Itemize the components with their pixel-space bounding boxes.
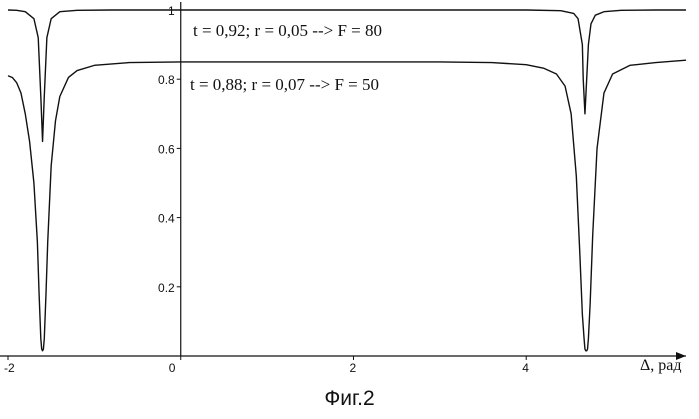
x-tick-label: 0 bbox=[169, 361, 176, 375]
ticks: -2 0 2 4 0.2 0.4 0.6 0.8 1 bbox=[4, 4, 529, 375]
y-tick-label: 1 bbox=[168, 4, 175, 18]
series-label-1: t = 0,92; r = 0,05 --> F = 80 bbox=[193, 21, 382, 40]
y-tick-label: 0.6 bbox=[158, 142, 175, 156]
chart: -2 0 2 4 0.2 0.4 0.6 0.8 1 t = 0,92; r = 0,05 --… bbox=[0, 0, 699, 390]
x-tick-label: 4 bbox=[522, 361, 529, 375]
y-tick-label: 0.8 bbox=[158, 73, 175, 87]
x-axis-label: Δ, рад bbox=[640, 357, 682, 374]
y-tick-label: 0.4 bbox=[158, 212, 175, 226]
annotations: t = 0,92; r = 0,05 --> F = 80 t = 0,88; … bbox=[190, 21, 682, 374]
y-tick-label: 0.2 bbox=[158, 281, 175, 295]
series-lines bbox=[8, 10, 686, 351]
x-tick-label: -2 bbox=[4, 361, 15, 375]
figure-caption: Фиг.2 bbox=[0, 387, 699, 411]
series-label-2: t = 0,88; r = 0,07 --> F = 50 bbox=[190, 75, 379, 94]
x-tick-label: 2 bbox=[349, 361, 356, 375]
